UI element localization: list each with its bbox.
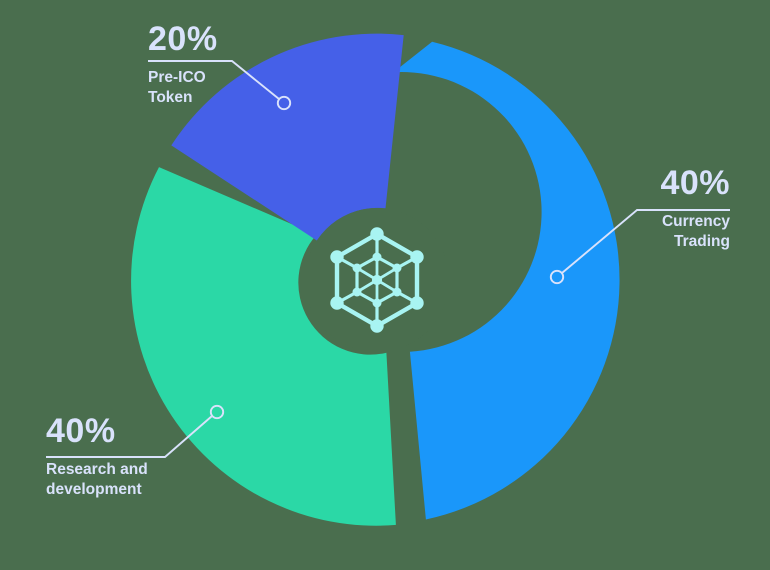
callout-currency-trading: 40% Currency Trading	[660, 166, 730, 253]
callout-percent-research: 40%	[46, 412, 116, 450]
connector-currency-trading	[549, 209, 730, 285]
connector-pre-ico-token	[148, 60, 292, 111]
callout-percent-currency: 40%	[660, 164, 730, 202]
pie-slice-pre-ico-token[interactable]	[171, 33, 404, 241]
connector-research-development	[46, 404, 225, 458]
callout-percent-pre-ico: 20%	[148, 20, 218, 58]
callout-label-research: Research and development	[46, 461, 148, 499]
connector-endpoint-research	[209, 404, 225, 420]
hexagon-network-icon	[330, 227, 424, 333]
callout-research-development: 40% Research and development	[46, 414, 148, 501]
connector-endpoint-pre-ico	[276, 95, 292, 111]
callout-pre-ico-token: 20% Pre-ICO Token	[148, 22, 218, 109]
connector-endpoint-currency	[549, 269, 565, 285]
pie-slice-currency-trading[interactable]	[393, 41, 620, 520]
callout-label-pre-ico: Pre-ICO Token	[148, 69, 206, 107]
pie-slice-research-development[interactable]	[131, 167, 396, 526]
callout-label-currency: Currency Trading	[661, 213, 730, 251]
